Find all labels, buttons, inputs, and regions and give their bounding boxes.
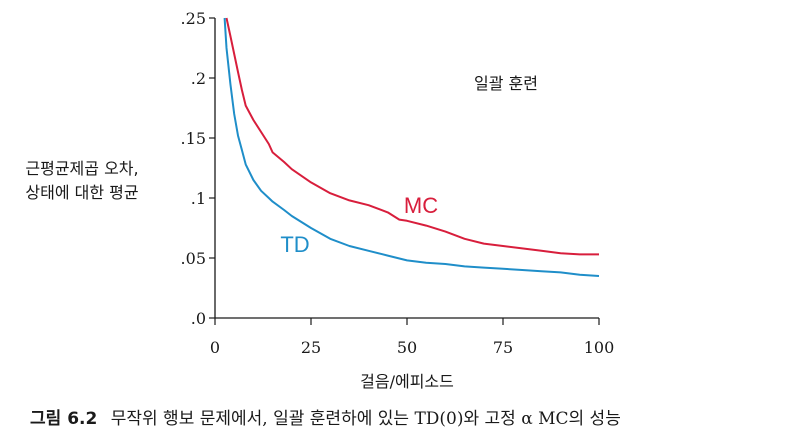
y-tick-label: .1 (191, 189, 206, 208)
x-ticks: 0 25 50 75 100 (210, 318, 614, 357)
x-tick-label: 50 (397, 338, 417, 357)
y-tick-label: .25 (181, 9, 206, 28)
series-label-mc: MC (404, 193, 438, 218)
figure-number: 그림 6.2 (30, 409, 98, 429)
series-line-mc (225, 17, 599, 256)
chart-annotation: 일괄 훈련 (474, 74, 538, 93)
y-tick-label: .05 (181, 249, 206, 268)
x-tick-label: 75 (493, 338, 513, 357)
caption-text: 무작위 행보 문제에서, 일괄 훈련하에 있는 TD(0)와 고정 α MC의 … (110, 409, 621, 429)
x-tick-label: 0 (210, 338, 220, 357)
chart-axes (214, 18, 599, 319)
series-lines (223, 17, 600, 277)
figure-caption: 그림 6.2 무작위 행보 문제에서, 일괄 훈련하에 있는 TD(0)와 고정… (30, 404, 621, 429)
y-tick-label: .0 (191, 309, 206, 328)
series-label-td: TD (280, 232, 309, 257)
chart: .0 .05 .1 .15 .2 .25 0 25 50 75 100 일괄 훈련 근평균제곱 오… (25, 9, 614, 391)
series-line-td (223, 17, 600, 277)
x-tick-label: 100 (584, 338, 615, 357)
y-axis-label-line-1: 근평균제곱 오차, (25, 159, 138, 178)
x-axis-label: 걸음/에피소드 (360, 372, 454, 391)
y-tick-label: .2 (191, 69, 206, 88)
y-ticks: .0 .05 .1 .15 .2 .25 (181, 9, 215, 328)
x-tick-label: 25 (301, 338, 321, 357)
y-axis-label-line-2: 상태에 대한 평균 (25, 183, 138, 202)
y-tick-label: .15 (181, 129, 206, 148)
